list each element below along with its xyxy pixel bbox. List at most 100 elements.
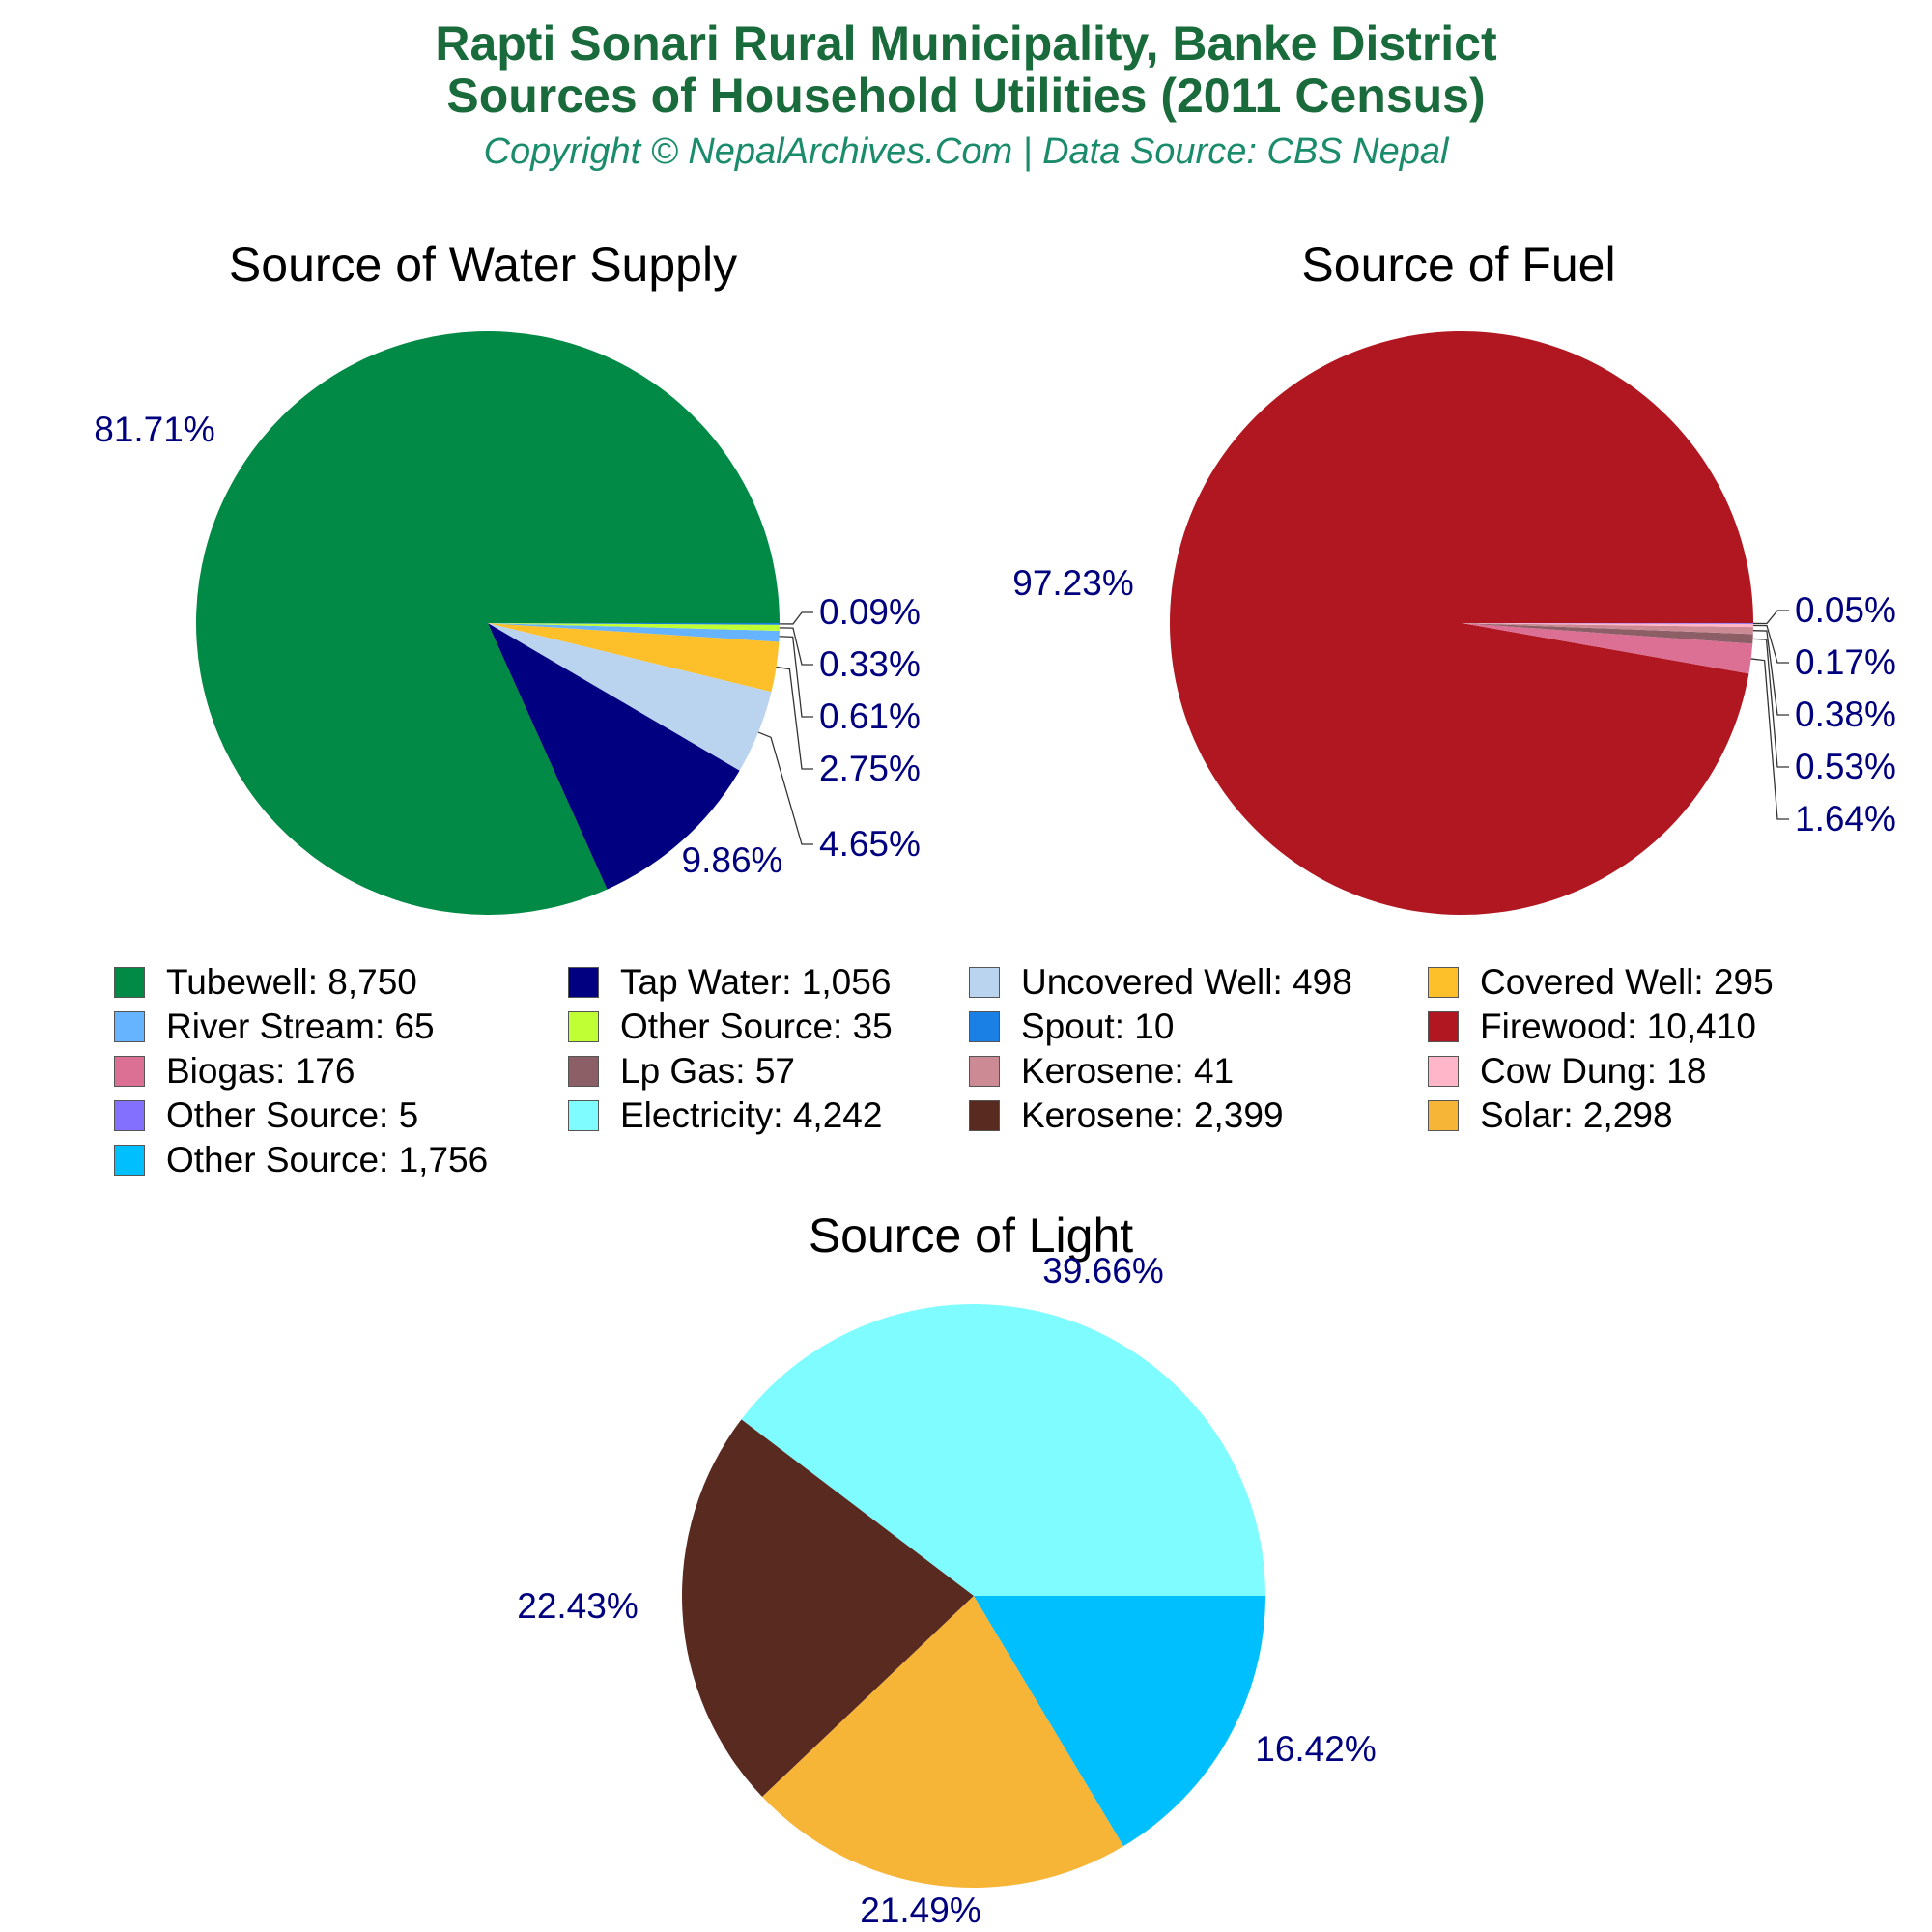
light-percent-label-2: 21.49% [860,1890,981,1930]
water-slice-3 [488,623,780,693]
light-chart-title: Source of Light [808,1208,1134,1263]
fuel-leader-line-4 [1752,624,1789,664]
water-leader-line-5 [779,627,813,666]
legend-label: Solar: 2,298 [1480,1095,1673,1135]
legend-item: Electricity: 4,242 [568,1094,882,1137]
water-leader-line-6 [779,611,813,625]
fuel-leader-line-1 [1750,658,1789,820]
legend-item: Cow Dung: 18 [1428,1050,1706,1093]
water-percent-label-0: 81.71% [94,410,215,449]
legend-label: River Stream: 65 [166,1007,435,1046]
legend-swatch [969,1056,1000,1087]
legend-item: Other Source: 1,756 [114,1139,488,1181]
legend-label: Other Source: 1,756 [166,1140,489,1179]
legend-item: Covered Well: 295 [1428,961,1774,1004]
water-slice-1 [488,623,740,890]
legend-item: Other Source: 35 [568,1006,893,1048]
water-chart-title: Source of Water Supply [228,238,738,292]
legend-swatch [114,1011,145,1042]
light-percent-label-1: 22.43% [517,1586,639,1626]
water-leader-line-2 [757,731,813,845]
fuel-slice-4 [1462,623,1753,628]
legend-label: Firewood: 10,410 [1480,1007,1756,1046]
legend-swatch [568,1056,599,1087]
legend-swatch [969,1011,1000,1042]
legend-swatch [114,967,145,998]
light-percent-label-0: 39.66% [1042,1251,1164,1291]
light-slice-1 [681,1419,974,1798]
legend-label: Kerosene: 41 [1021,1051,1235,1091]
legend-item: Biogas: 176 [114,1050,355,1093]
legend-label: Tap Water: 1,056 [620,962,892,1002]
light-slice-3 [974,1596,1265,1847]
page-title-line1: Rapti Sonari Rural Municipality, Banke D… [435,16,1497,71]
legend-item: Lp Gas: 57 [568,1050,795,1093]
legend-item: Tap Water: 1,056 [568,961,891,1004]
legend-swatch [1428,967,1459,998]
fuel-leader-line-2 [1752,638,1789,768]
page-title-line2: Sources of Household Utilities (2011 Cen… [446,69,1486,123]
legend-label: Uncovered Well: 498 [1021,962,1352,1002]
fuel-slice-5 [1462,623,1753,624]
legend-label: Spout: 10 [1021,1007,1175,1046]
legend-item: Kerosene: 41 [969,1050,1234,1093]
legend-swatch [969,1100,1000,1131]
fuel-slice-3 [1462,623,1753,635]
legend-label: Biogas: 176 [166,1051,355,1091]
page-subtitle: Copyright © NepalArchives.Com | Data Sou… [483,131,1449,172]
water-slice-6 [488,623,780,625]
fuel-percent-label-0: 97.23% [1012,563,1134,603]
water-leader-line-4 [779,636,813,718]
water-percent-label-3: 2.75% [819,749,921,788]
legend-item: Solar: 2,298 [1428,1094,1673,1137]
light-slice-2 [762,1596,1124,1888]
legend-label: Cow Dung: 18 [1480,1051,1707,1091]
fuel-percent-label-4: 0.17% [1795,642,1896,682]
legend-swatch [568,1011,599,1042]
water-leader-line-3 [776,666,813,770]
fuel-percent-label-2: 0.53% [1795,747,1896,786]
water-percent-label-4: 0.61% [819,696,921,736]
legend-swatch [114,1145,145,1176]
legend-item: Tubewell: 8,750 [114,961,417,1004]
legend-label: Tubewell: 8,750 [166,962,417,1002]
fuel-percent-label-1: 1.64% [1795,799,1896,838]
legend-label: Other Source: 5 [166,1095,419,1135]
legend-label: Covered Well: 295 [1480,962,1774,1002]
legend-item: Firewood: 10,410 [1428,1006,1756,1048]
fuel-leader-line-3 [1752,630,1789,716]
water-slice-2 [488,623,772,771]
legend-swatch [114,1100,145,1131]
legend-swatch [1428,1100,1459,1131]
water-percent-label-6: 0.09% [819,592,921,632]
fuel-percent-label-3: 0.38% [1795,695,1896,734]
legend-label: Lp Gas: 57 [620,1051,796,1091]
legend-item: Uncovered Well: 498 [969,961,1352,1004]
fuel-slice-2 [1462,623,1753,644]
light-percent-label-3: 16.42% [1255,1729,1377,1769]
legend-item: Kerosene: 2,399 [969,1094,1284,1137]
legend-swatch [568,1100,599,1131]
fuel-percent-label-5: 0.05% [1795,590,1896,630]
water-percent-label-5: 0.33% [819,644,921,684]
fuel-leader-line-5 [1752,610,1789,625]
water-slice-5 [488,623,780,631]
legend-swatch [568,967,599,998]
legend-swatch [1428,1011,1459,1042]
light-slice-0 [741,1303,1265,1596]
legend-swatch [969,967,1000,998]
water-percent-label-2: 4.65% [819,824,921,864]
legend-swatch [1428,1056,1459,1087]
legend-label: Other Source: 35 [620,1007,893,1046]
water-slice-4 [488,623,780,642]
legend-swatch [114,1056,145,1087]
fuel-slice-0 [1170,330,1753,915]
legend-label: Kerosene: 2,399 [1021,1095,1284,1135]
legend-item: River Stream: 65 [114,1006,435,1048]
legend-label: Electricity: 4,242 [620,1095,883,1135]
fuel-chart-title: Source of Fuel [1301,238,1616,292]
legend-item: Spout: 10 [969,1006,1174,1048]
fuel-slice-1 [1462,623,1753,674]
legend-item: Other Source: 5 [114,1094,418,1137]
